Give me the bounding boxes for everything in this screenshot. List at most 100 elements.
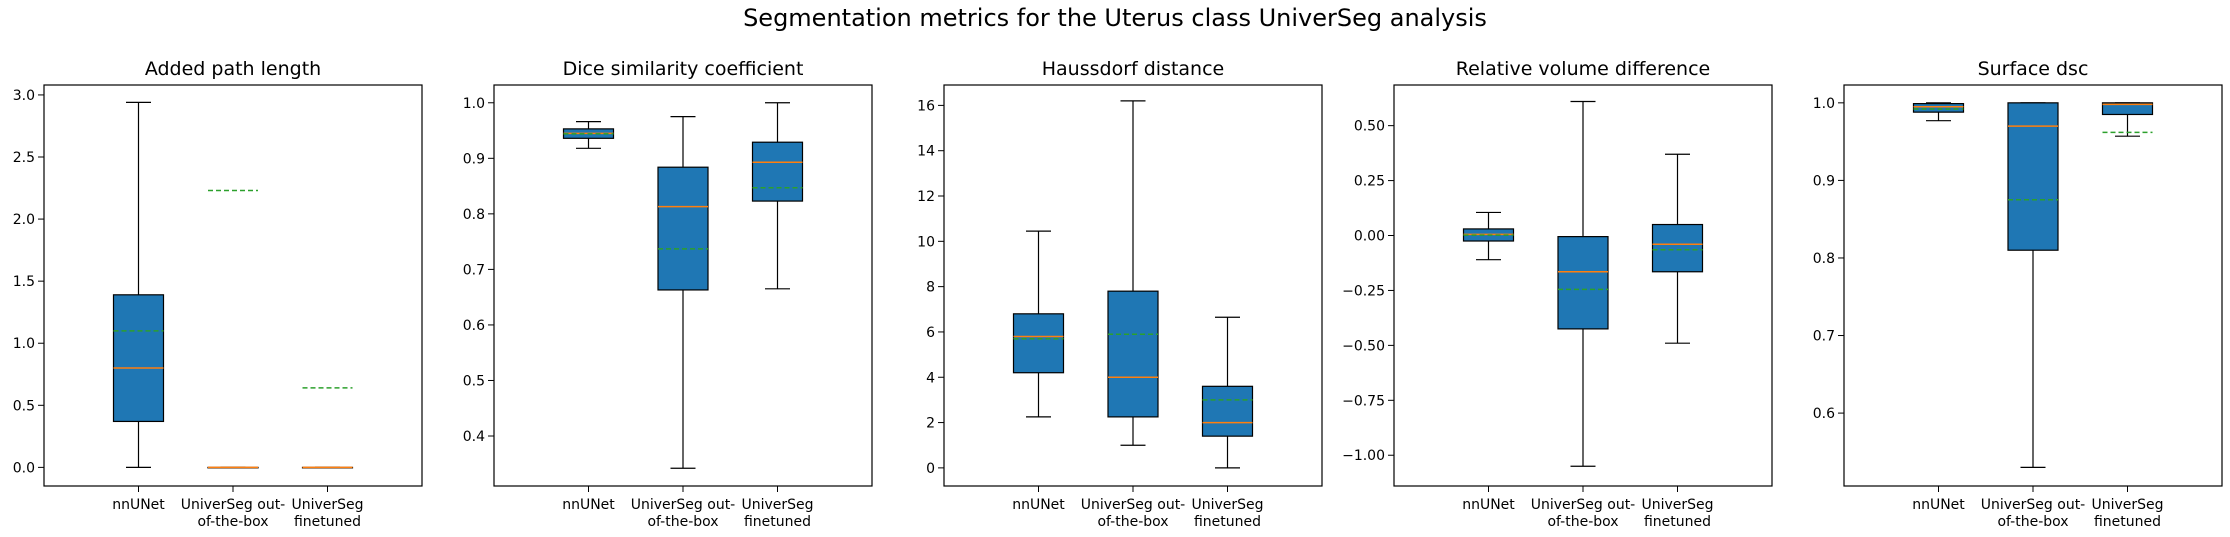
x-tick-label-line: of-the-box xyxy=(647,514,718,530)
x-tick-label-line: UniverSeg xyxy=(2091,497,2163,513)
x-tick-label-line: of-the-box xyxy=(1997,514,2068,530)
y-tick-label: 1.0 xyxy=(463,96,485,112)
y-tick-label: 1.5 xyxy=(13,274,35,290)
subplot-title: Dice similarity coefficient xyxy=(563,58,804,80)
y-tick-label: 2.5 xyxy=(13,150,35,166)
subplot-title: Surface dsc xyxy=(1978,58,2089,80)
x-tick-label: nnUNet xyxy=(562,497,615,513)
y-tick-label: 2.0 xyxy=(13,212,35,228)
x-tick-label: UniverSeg finetuned xyxy=(2091,497,2163,530)
y-tick-label: 4 xyxy=(926,370,935,386)
x-tick-label: nnUNet xyxy=(1012,497,1065,513)
x-tick-label-line: of-the-box xyxy=(1547,514,1618,530)
subplot-5: Surface dsc 0.6 0.7 0.8 0.9 1.0 nnUNet UniverSe… xyxy=(1813,58,2223,530)
y-tick-label: 2 xyxy=(926,416,935,432)
box-iqr xyxy=(1201,385,1254,437)
y-tick-label: −0.50 xyxy=(1342,338,1385,354)
box-iqr xyxy=(1107,290,1159,418)
x-tick-label-line: finetuned xyxy=(294,514,361,530)
box-iqr xyxy=(1651,223,1704,273)
x-tick-label-line: nnUNet xyxy=(1912,497,1965,513)
subplot-title: Added path length xyxy=(145,58,321,80)
box-iqr xyxy=(2101,102,2154,116)
y-tick-label: 3.0 xyxy=(13,88,35,104)
y-tick-label: 1.0 xyxy=(13,336,35,352)
y-tick-label: −0.75 xyxy=(1342,393,1385,409)
y-tick-label: 0.9 xyxy=(463,151,485,167)
subplot-2: Dice similarity coefficient 0.4 0.5 0.6 0.7 0… xyxy=(463,58,873,530)
x-tick-label: UniverSeg finetuned xyxy=(291,497,363,530)
y-tick-label: 10 xyxy=(917,234,935,250)
axes-frame xyxy=(493,84,873,487)
y-tick-label: −0.25 xyxy=(1342,283,1385,299)
y-tick-label: 0.5 xyxy=(13,398,35,414)
x-tick-label-line: UniverSeg out- xyxy=(1531,497,1635,513)
box-iqr xyxy=(1912,103,1965,113)
x-tick-label-line: UniverSeg out- xyxy=(1081,497,1185,513)
subplot-title: Haussdorf distance xyxy=(1042,58,1225,80)
y-tick-label: 1.0 xyxy=(1813,96,1835,112)
subplot-title: Relative volume difference xyxy=(1456,58,1710,80)
x-tick-label: UniverSeg out-of-the-box xyxy=(1531,497,1635,530)
box-iqr xyxy=(112,294,165,423)
x-tick-label: nnUNet xyxy=(1462,497,1515,513)
axes-frame xyxy=(943,84,1323,487)
y-tick-label: 8 xyxy=(926,280,935,296)
x-tick-label: UniverSeg out-of-the-box xyxy=(631,497,735,530)
x-tick-label-line: of-the-box xyxy=(1097,514,1168,530)
y-tick-label: 0.8 xyxy=(1813,251,1835,267)
y-tick-label: 0.25 xyxy=(1354,174,1385,190)
axes-frame xyxy=(1393,84,1773,487)
x-tick-label-line: UniverSeg xyxy=(741,497,813,513)
y-tick-label: 0.6 xyxy=(1813,406,1835,422)
x-tick-label: UniverSeg out-of-the-box xyxy=(1081,497,1185,530)
y-tick-label: 6 xyxy=(926,325,935,341)
y-tick-label: 0.5 xyxy=(463,373,485,389)
y-tick-label: 0.50 xyxy=(1354,119,1385,135)
x-tick-label-line: finetuned xyxy=(744,514,811,530)
y-tick-label: 16 xyxy=(917,98,935,114)
figure-title: Segmentation metrics for the Uterus clas… xyxy=(743,4,1487,32)
x-tick-label: UniverSeg out-of-the-box xyxy=(1981,497,2085,530)
x-tick-label-line: nnUNet xyxy=(1462,497,1515,513)
y-tick-label: 0.4 xyxy=(463,429,485,445)
x-tick-label-line: UniverSeg out- xyxy=(1981,497,2085,513)
x-tick-label-line: finetuned xyxy=(1644,514,1711,530)
y-tick-label: 0.9 xyxy=(1813,173,1835,189)
subplot-1: Added path length 0.0 0.5 1.0 1.5 2.0 2.5 3.0 nn… xyxy=(13,58,423,530)
x-tick-label-line: nnUNet xyxy=(112,497,165,513)
y-tick-label: 14 xyxy=(917,144,935,160)
y-tick-label: 0.6 xyxy=(463,318,485,334)
y-tick-label: 0.8 xyxy=(463,207,485,223)
y-tick-label: 0.00 xyxy=(1354,229,1385,245)
y-tick-label: 12 xyxy=(917,189,935,205)
x-tick-label-line: UniverSeg xyxy=(1641,497,1713,513)
box-iqr xyxy=(657,166,709,291)
x-tick-label-line: UniverSeg out- xyxy=(181,497,285,513)
subplot-3: Haussdorf distance 0 2 4 6 8 10 12 14 16 nnUNet Uni… xyxy=(917,58,1323,530)
y-tick-label: 0.7 xyxy=(1813,329,1835,345)
x-tick-label-line: of-the-box xyxy=(197,514,268,530)
y-tick-label: 0.0 xyxy=(13,460,35,476)
y-tick-label: −1.00 xyxy=(1342,448,1385,464)
axes-frame xyxy=(43,84,423,487)
box-iqr xyxy=(2007,102,2059,251)
x-tick-label-line: UniverSeg xyxy=(291,497,363,513)
x-tick-label: UniverSeg finetuned xyxy=(741,497,813,530)
x-tick-label-line: UniverSeg xyxy=(1191,497,1263,513)
x-tick-label: UniverSeg finetuned xyxy=(1641,497,1713,530)
subplot-4: Relative volume difference 0.50 0.25 0.00 −0… xyxy=(1342,58,1773,530)
axes-frame xyxy=(1843,84,2223,487)
y-tick-label: 0 xyxy=(926,461,935,477)
x-tick-label-line: nnUNet xyxy=(1012,497,1065,513)
box-iqr xyxy=(751,141,804,202)
x-tick-label-line: finetuned xyxy=(2094,514,2161,530)
box-iqr xyxy=(1557,236,1609,330)
x-tick-label-line: nnUNet xyxy=(562,497,615,513)
y-tick-label: 0.7 xyxy=(463,262,485,278)
x-tick-label-line: UniverSeg out- xyxy=(631,497,735,513)
x-tick-label-line: finetuned xyxy=(1194,514,1261,530)
x-tick-label: nnUNet xyxy=(112,497,165,513)
x-tick-label: nnUNet xyxy=(1912,497,1965,513)
